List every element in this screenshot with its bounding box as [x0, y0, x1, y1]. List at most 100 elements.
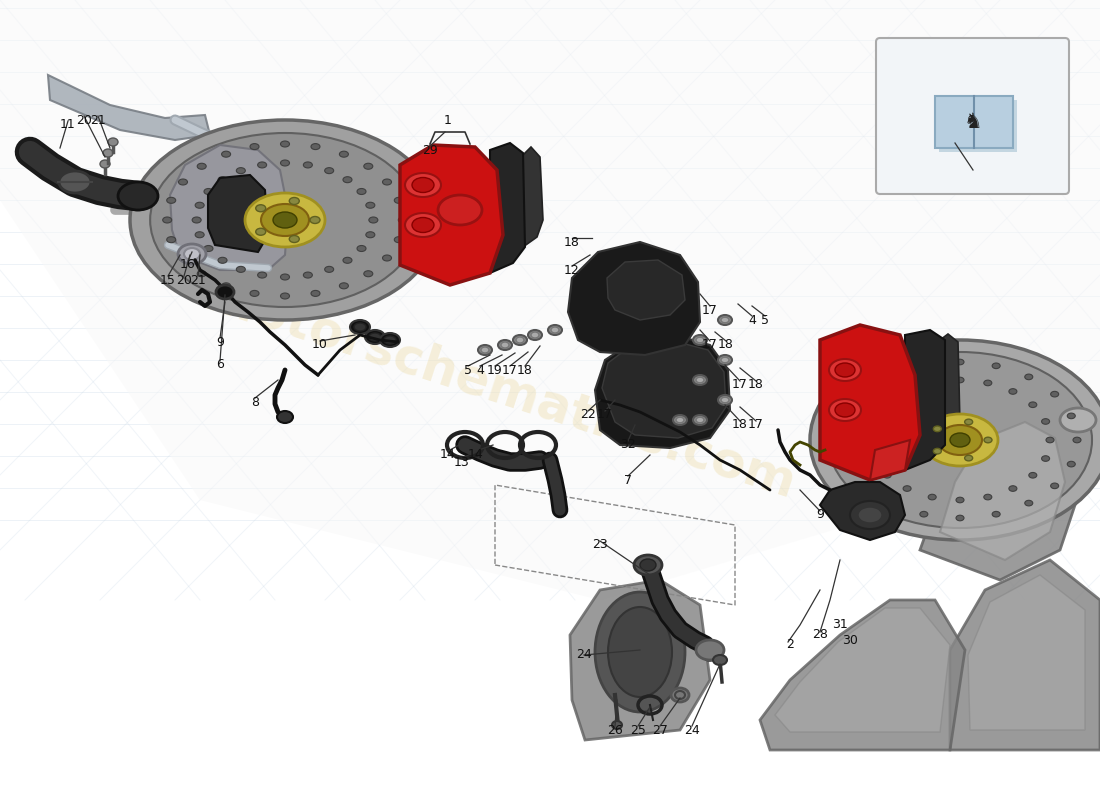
- Ellipse shape: [218, 177, 227, 182]
- Ellipse shape: [676, 418, 684, 422]
- Ellipse shape: [1042, 418, 1049, 424]
- Ellipse shape: [696, 378, 704, 383]
- Ellipse shape: [938, 425, 982, 455]
- Ellipse shape: [167, 237, 176, 242]
- Ellipse shape: [718, 315, 732, 325]
- Ellipse shape: [358, 246, 366, 251]
- Polygon shape: [870, 440, 910, 480]
- Polygon shape: [490, 143, 525, 273]
- Ellipse shape: [324, 168, 333, 174]
- Ellipse shape: [720, 357, 729, 363]
- Text: 25: 25: [630, 723, 646, 737]
- Text: 5: 5: [761, 314, 769, 326]
- Ellipse shape: [398, 217, 407, 223]
- Ellipse shape: [250, 143, 258, 150]
- Polygon shape: [522, 147, 543, 247]
- Ellipse shape: [1009, 389, 1016, 394]
- Ellipse shape: [693, 415, 707, 425]
- Ellipse shape: [100, 160, 110, 168]
- Ellipse shape: [280, 293, 289, 299]
- Polygon shape: [950, 560, 1100, 750]
- Text: 17: 17: [597, 409, 613, 422]
- Ellipse shape: [343, 258, 352, 263]
- Text: 21: 21: [90, 114, 106, 126]
- Text: 24: 24: [684, 723, 700, 737]
- Ellipse shape: [366, 232, 375, 238]
- Ellipse shape: [1042, 456, 1049, 462]
- Ellipse shape: [835, 403, 855, 417]
- Ellipse shape: [548, 325, 562, 335]
- Ellipse shape: [858, 507, 882, 523]
- Text: 18: 18: [718, 338, 734, 351]
- Ellipse shape: [108, 138, 118, 146]
- Ellipse shape: [845, 462, 853, 467]
- Ellipse shape: [394, 198, 404, 203]
- Ellipse shape: [1067, 413, 1076, 418]
- Ellipse shape: [829, 359, 861, 381]
- Ellipse shape: [829, 399, 861, 421]
- Ellipse shape: [250, 290, 258, 297]
- Ellipse shape: [845, 413, 853, 418]
- Ellipse shape: [608, 607, 672, 697]
- Ellipse shape: [218, 258, 227, 263]
- Ellipse shape: [1067, 462, 1076, 467]
- Ellipse shape: [365, 330, 385, 344]
- Text: 9: 9: [816, 509, 824, 522]
- Ellipse shape: [289, 198, 299, 205]
- Text: 32: 32: [620, 438, 636, 451]
- Ellipse shape: [1025, 500, 1033, 506]
- Ellipse shape: [178, 255, 187, 261]
- Text: 1: 1: [444, 114, 452, 126]
- Text: 10: 10: [312, 338, 328, 351]
- Ellipse shape: [718, 355, 732, 365]
- Text: 17: 17: [733, 378, 748, 391]
- Text: 18: 18: [748, 378, 763, 391]
- Text: 29: 29: [422, 143, 438, 157]
- Ellipse shape: [933, 426, 942, 432]
- Ellipse shape: [1072, 437, 1081, 443]
- Ellipse shape: [216, 285, 234, 299]
- Ellipse shape: [1046, 437, 1054, 443]
- Ellipse shape: [195, 232, 205, 238]
- Text: motorschematics.com: motorschematics.com: [198, 271, 802, 509]
- Ellipse shape: [280, 141, 289, 147]
- Text: 17: 17: [702, 303, 718, 317]
- Ellipse shape: [1050, 483, 1058, 489]
- Ellipse shape: [928, 494, 936, 500]
- Ellipse shape: [861, 391, 869, 397]
- Ellipse shape: [481, 347, 490, 353]
- Ellipse shape: [304, 272, 312, 278]
- Ellipse shape: [257, 272, 266, 278]
- Ellipse shape: [245, 193, 324, 247]
- Ellipse shape: [888, 500, 895, 506]
- Ellipse shape: [310, 217, 320, 223]
- Text: 12: 12: [564, 263, 580, 277]
- Ellipse shape: [221, 151, 231, 157]
- Ellipse shape: [311, 290, 320, 297]
- Ellipse shape: [368, 333, 381, 341]
- Ellipse shape: [311, 143, 320, 150]
- Ellipse shape: [956, 515, 964, 521]
- Ellipse shape: [835, 363, 855, 377]
- Text: 2: 2: [786, 638, 794, 651]
- Ellipse shape: [516, 337, 524, 343]
- Polygon shape: [0, 0, 1100, 600]
- Ellipse shape: [498, 340, 512, 350]
- Ellipse shape: [713, 655, 727, 665]
- Ellipse shape: [693, 335, 707, 345]
- Ellipse shape: [513, 335, 527, 345]
- Ellipse shape: [1028, 402, 1037, 407]
- Polygon shape: [760, 600, 965, 750]
- Text: 3: 3: [969, 166, 977, 178]
- Ellipse shape: [343, 177, 352, 182]
- Ellipse shape: [950, 433, 970, 447]
- Ellipse shape: [671, 688, 689, 702]
- Text: 22: 22: [580, 409, 596, 422]
- Ellipse shape: [992, 363, 1000, 369]
- Text: 15: 15: [161, 274, 176, 286]
- Text: 26: 26: [607, 723, 623, 737]
- FancyBboxPatch shape: [876, 38, 1069, 194]
- Ellipse shape: [412, 178, 434, 193]
- Ellipse shape: [280, 274, 289, 280]
- Ellipse shape: [236, 266, 245, 272]
